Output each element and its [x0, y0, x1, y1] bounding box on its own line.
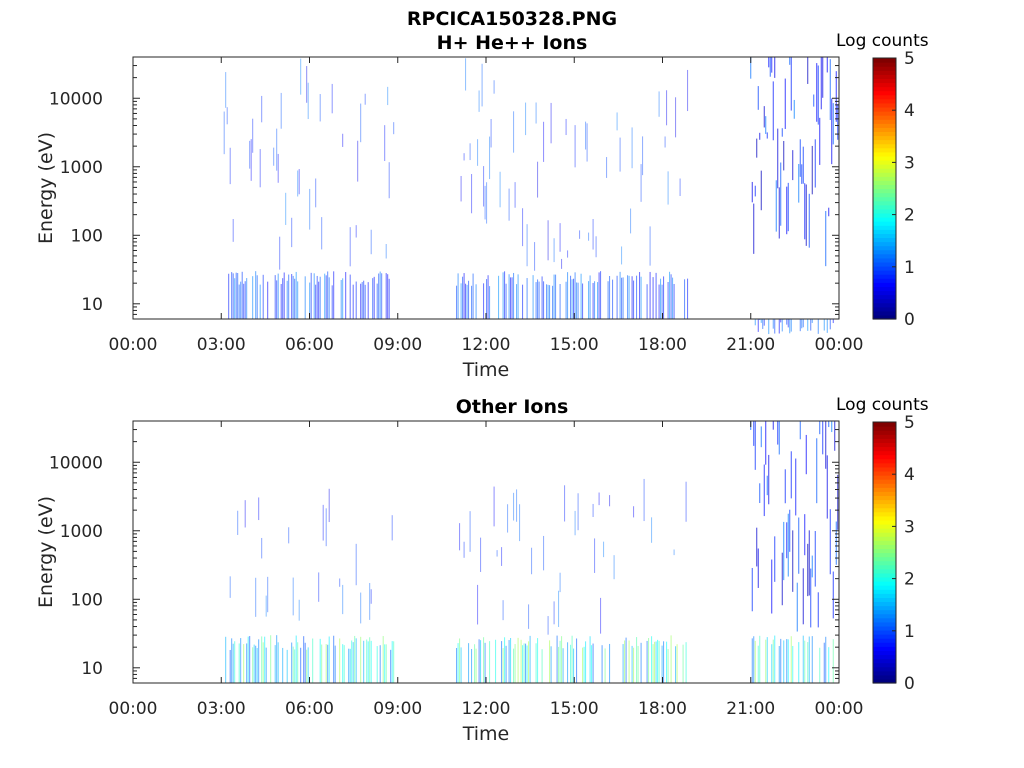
- panel2-y-axis-label: Energy (eV): [35, 496, 57, 608]
- panel2-colorbar-tick-label: 0: [904, 674, 915, 694]
- panel2-title: Other Ions: [455, 396, 569, 418]
- panel2-x-axis-label: Time: [462, 723, 510, 745]
- panel1-colorbar-label: Log counts: [836, 31, 929, 51]
- panel1-colorbar-tick-label: 5: [904, 49, 915, 69]
- panel2-y-tick-label: 10000: [49, 453, 103, 473]
- panel1-y-tick-label: 1000: [60, 158, 103, 178]
- panel1-colorbar-frame: [872, 57, 897, 320]
- panel1-y-tick-label: 10000: [49, 89, 103, 109]
- panel1-y-tick-label: 100: [71, 226, 103, 246]
- panel2-x-tick-label: 03:00: [197, 699, 246, 719]
- panel2-colorbar: 0 1 2 3 4 5: [872, 413, 915, 694]
- panel1-x-tick-label: 03:00: [197, 335, 246, 355]
- panel1-x-axis-label: Time: [462, 359, 510, 381]
- panel1-title: H+ He++ Ions: [436, 32, 588, 54]
- panel1-x-tick-label: 09:00: [373, 335, 422, 355]
- panel2-x-tick-label: 06:00: [285, 699, 334, 719]
- panel1-colorbar-tick-label: 3: [904, 153, 915, 173]
- panel2-colorbar-tick-label: 3: [904, 517, 915, 537]
- panel2-y-tick-label: 10: [81, 659, 103, 679]
- panel1-spectrogram: [223, 57, 839, 335]
- panel2-colorbar-tick-label: 5: [904, 413, 915, 433]
- panel2-x-tick-label: 21:00: [726, 699, 775, 719]
- panel2-x-tick-label: 00:00: [815, 699, 864, 719]
- panel2-x-tick-label: 18:00: [638, 699, 687, 719]
- panel2-colorbar-tick-label: 1: [904, 622, 915, 642]
- panel1-x-tick-label: 00:00: [109, 335, 158, 355]
- panel1-y-tick-label: 10: [81, 295, 103, 315]
- panel1-colorbar-tick-label: 0: [904, 310, 915, 330]
- panel1-plot: 00:00 03:00 06:00 09:00 12:00 15:00 18:00 21:00…: [35, 56, 864, 381]
- panel2-x-tick-label: 00:00: [109, 699, 158, 719]
- panel2-x-tick-label: 09:00: [373, 699, 422, 719]
- panel2-y-tick-label: 100: [71, 590, 103, 610]
- panel1-colorbar-tick-label: 2: [904, 206, 915, 226]
- panel1-x-tick-label: 00:00: [815, 335, 864, 355]
- panel1-axes-box: [132, 56, 840, 320]
- panel1-x-tick-label: 06:00: [285, 335, 334, 355]
- panel1-x-tick-label: 18:00: [638, 335, 687, 355]
- panel1-x-tick-label: 21:00: [726, 335, 775, 355]
- panel2-colorbar-tick-label: 4: [904, 465, 915, 485]
- panel1-colorbar-tick-label: 4: [904, 101, 915, 121]
- panel2-x-tick-label: 12:00: [462, 699, 511, 719]
- panel2-colorbar-tick-label: 2: [904, 570, 915, 590]
- panel1-colorbar-tick-label: 1: [904, 258, 915, 278]
- panel2-colorbar-label: Log counts: [836, 395, 929, 415]
- panel1-colorbar: 0 1 2 3 4 5: [872, 49, 915, 330]
- panel2-spectrogram: [225, 421, 839, 683]
- panel1-y-axis-label: Energy (eV): [35, 132, 57, 244]
- panel2-x-tick-label: 15:00: [550, 699, 599, 719]
- panel1-x-tick-label: 12:00: [462, 335, 511, 355]
- panel2-y-tick-label: 1000: [60, 522, 103, 542]
- panel2-plot: 00:00 03:00 06:00 09:00 12:00 15:00 18:00 21:00…: [35, 420, 864, 745]
- figure-title: RPCICA150328.PNG: [406, 8, 618, 30]
- panel2-colorbar-frame: [872, 421, 897, 684]
- panel1-x-tick-label: 15:00: [550, 335, 599, 355]
